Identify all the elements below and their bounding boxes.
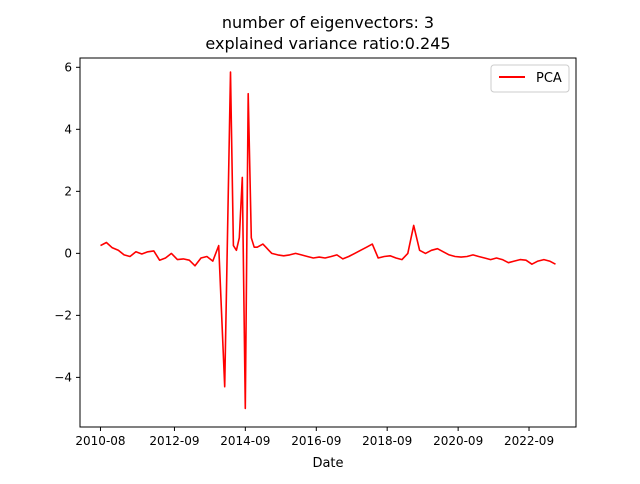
- x-tick-label: 2010-08: [75, 434, 125, 448]
- y-axis: −4 −2 0 2 4 6: [54, 60, 80, 384]
- x-tick-label: 2018-09: [362, 434, 412, 448]
- x-axis-label: Date: [312, 456, 343, 471]
- x-tick-label: 2012-09: [149, 434, 199, 448]
- y-tick-label: −4: [54, 370, 72, 384]
- x-tick-label: 2014-09: [220, 434, 270, 448]
- y-tick-label: 2: [64, 184, 72, 198]
- chart-title-line1: number of eigenvectors: 3: [222, 13, 434, 32]
- axes-frame: [79, 57, 577, 428]
- legend-label: PCA: [536, 71, 562, 86]
- series-line-pca: [100, 71, 556, 410]
- x-tick-label: 2016-09: [291, 434, 341, 448]
- y-tick-label: −2: [54, 308, 72, 322]
- plot-area: [100, 71, 556, 410]
- chart-title-line2: explained variance ratio:0.245: [205, 34, 450, 53]
- y-tick-label: 6: [64, 60, 72, 74]
- x-tick-label: 2022-09: [504, 434, 554, 448]
- y-tick-label: 4: [64, 122, 72, 136]
- legend: PCA: [490, 64, 570, 93]
- y-tick-label: 0: [64, 246, 72, 260]
- x-tick-label: 2020-09: [433, 434, 483, 448]
- x-axis: 2010-08 2012-09 2014-09 2016-09 2018-09 2020-…: [75, 427, 554, 448]
- legend-box: [490, 64, 570, 93]
